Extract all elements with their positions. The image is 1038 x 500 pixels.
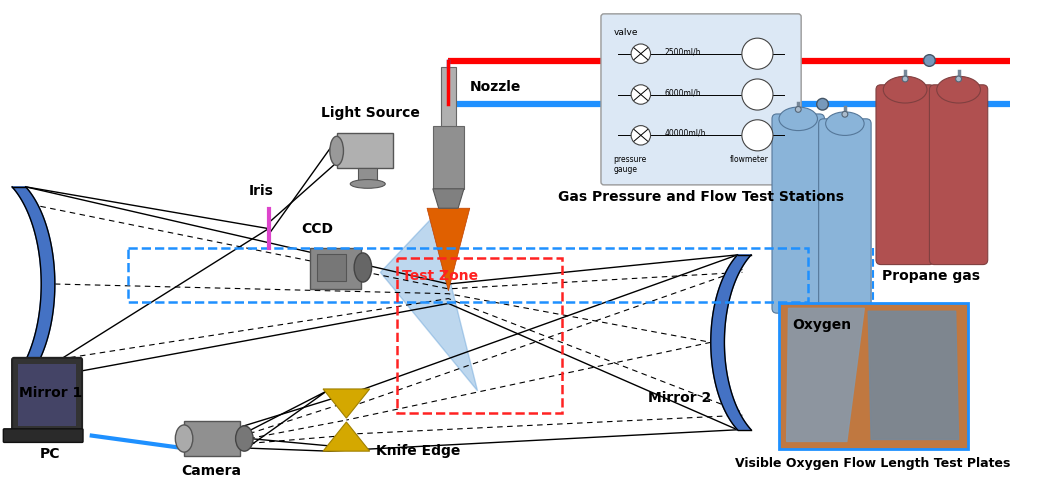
Circle shape (742, 120, 773, 151)
Circle shape (902, 76, 908, 82)
Text: 40000ml/h: 40000ml/h (664, 129, 706, 138)
Text: valve: valve (613, 28, 638, 38)
Text: CCD: CCD (301, 222, 333, 236)
Circle shape (631, 44, 651, 64)
FancyBboxPatch shape (772, 114, 824, 313)
Polygon shape (787, 308, 865, 442)
Circle shape (742, 38, 773, 70)
Bar (358, 168, 378, 182)
Text: Oxygen: Oxygen (792, 318, 851, 332)
Text: Gas Pressure and Flow Test Stations: Gas Pressure and Flow Test Stations (558, 190, 844, 204)
Bar (336, 134, 393, 168)
Bar (318, 254, 347, 281)
Ellipse shape (825, 112, 864, 136)
Text: PC: PC (39, 448, 60, 462)
Bar (128, 248, 808, 302)
Bar (184, 421, 241, 456)
FancyBboxPatch shape (819, 119, 871, 313)
FancyBboxPatch shape (3, 429, 83, 442)
Circle shape (956, 76, 961, 82)
Circle shape (742, 79, 773, 110)
Polygon shape (868, 311, 958, 440)
Text: Camera: Camera (182, 464, 241, 478)
Bar (433, 126, 464, 189)
Text: Nozzle: Nozzle (470, 80, 521, 94)
Ellipse shape (350, 180, 385, 188)
Polygon shape (12, 187, 55, 381)
Bar (18, 364, 76, 426)
Text: Test Zone: Test Zone (402, 270, 477, 283)
FancyBboxPatch shape (929, 85, 988, 264)
Text: 2500ml/h: 2500ml/h (664, 48, 701, 56)
Text: Propane gas: Propane gas (882, 270, 980, 283)
Circle shape (631, 126, 651, 145)
FancyBboxPatch shape (601, 14, 801, 185)
Bar (778, 304, 968, 449)
Polygon shape (380, 216, 477, 391)
Text: Knife Edge: Knife Edge (376, 444, 460, 458)
Circle shape (817, 98, 828, 110)
Ellipse shape (330, 136, 344, 166)
Polygon shape (427, 208, 470, 291)
Text: Iris: Iris (248, 184, 273, 198)
Bar (310, 248, 361, 289)
Polygon shape (323, 422, 370, 451)
Polygon shape (433, 189, 464, 208)
Ellipse shape (778, 107, 818, 130)
Ellipse shape (354, 253, 372, 282)
Ellipse shape (936, 76, 981, 103)
Ellipse shape (236, 426, 253, 451)
Bar (440, 68, 456, 145)
Text: Visible Oxygen Flow Length Test Plates: Visible Oxygen Flow Length Test Plates (735, 457, 1011, 470)
Text: pressure
gauge: pressure gauge (613, 155, 647, 174)
Text: Mirror 1: Mirror 1 (19, 386, 82, 400)
Bar (397, 258, 563, 414)
Text: Mirror 2: Mirror 2 (648, 391, 711, 405)
FancyBboxPatch shape (876, 85, 934, 264)
Ellipse shape (175, 425, 193, 452)
Text: 6000ml/h: 6000ml/h (664, 88, 701, 97)
Polygon shape (711, 255, 752, 430)
FancyBboxPatch shape (12, 358, 82, 432)
Circle shape (924, 54, 935, 66)
Circle shape (842, 112, 848, 117)
Polygon shape (323, 389, 370, 418)
Text: Light Source: Light Source (321, 106, 420, 120)
Circle shape (795, 106, 801, 112)
Circle shape (631, 85, 651, 104)
Ellipse shape (883, 76, 927, 103)
Text: flowmeter: flowmeter (730, 155, 769, 164)
